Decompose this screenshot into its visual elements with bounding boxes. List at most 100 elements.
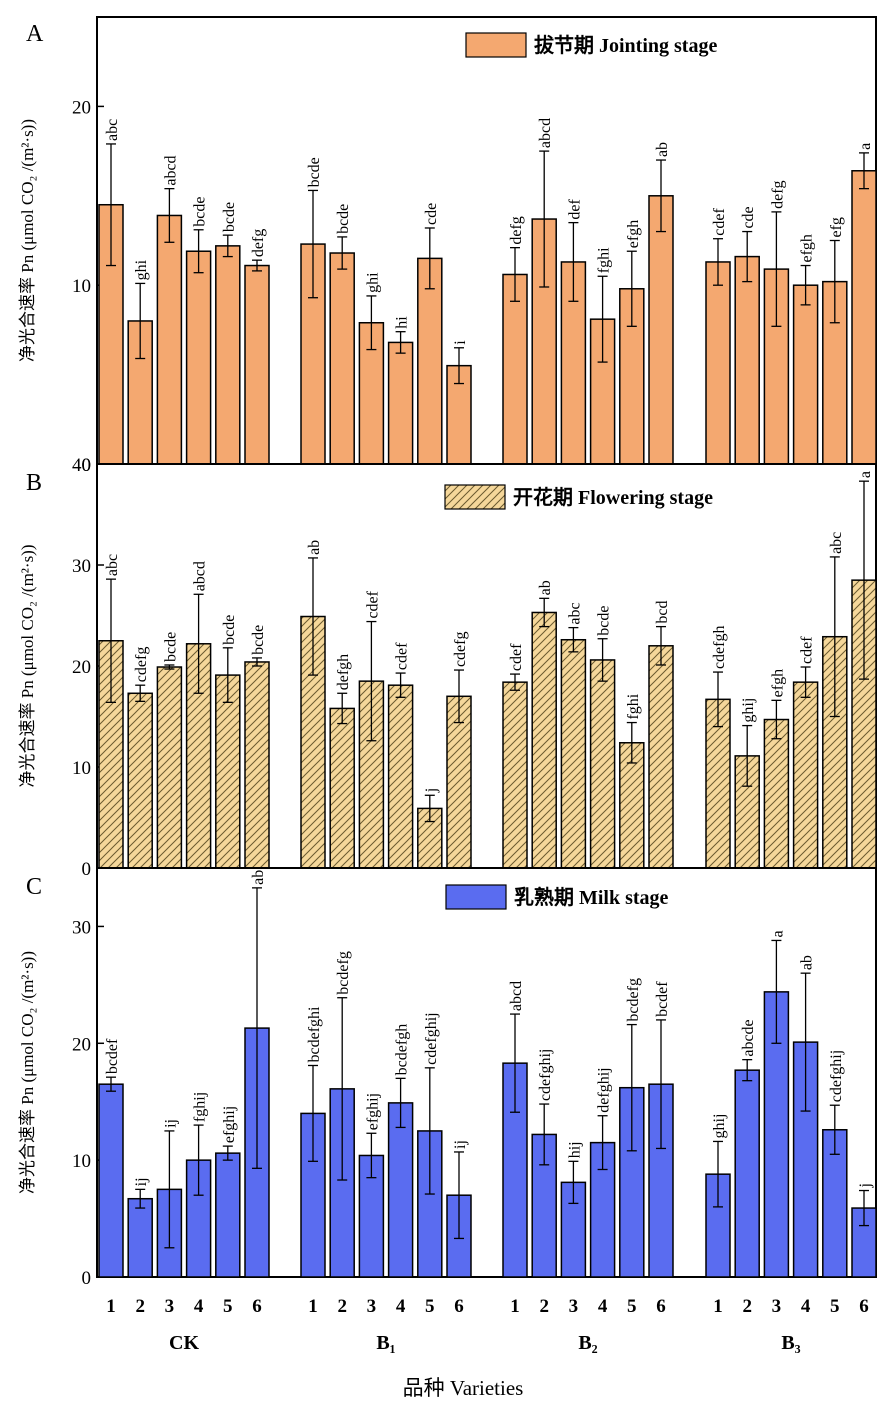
significance-label: ghij	[740, 698, 757, 723]
bar	[156, 666, 183, 869]
y-axis-title: 净光合速率 Pn (μmol CO₂ /(m²·s))	[18, 951, 37, 1194]
x-tick-label: 5	[223, 1296, 233, 1317]
significance-label: j	[423, 788, 440, 793]
panel-letter: B	[26, 470, 42, 496]
x-tick-label: 2	[539, 1296, 549, 1317]
bar	[215, 1152, 241, 1278]
significance-label: defg	[508, 216, 525, 244]
significance-label: efg	[828, 217, 845, 237]
bar	[98, 1083, 124, 1278]
panel-b: 0 10 20 30 40 B 净光合速率 Pn (μmol CO₂ /(m²·s)) 开花期…	[18, 455, 877, 880]
legend-label: 拔节期 Jointing stage	[534, 33, 717, 57]
y-tick-label: 0	[82, 1268, 92, 1289]
bar	[792, 681, 819, 869]
significance-label: a	[857, 471, 874, 478]
legend-label: 开花期 Flowering stage	[513, 486, 713, 509]
significance-label: bcde	[162, 632, 179, 662]
significance-label: abcd	[162, 155, 179, 185]
x-tick-label: 4	[396, 1296, 406, 1317]
significance-label: efgh	[625, 220, 642, 248]
y-tick-label: 30	[72, 556, 91, 577]
significance-label: cdefgh	[711, 626, 728, 670]
bar	[589, 659, 616, 869]
bar	[589, 1141, 616, 1278]
bar	[648, 195, 674, 465]
significance-label: bcde	[306, 157, 323, 187]
x-tick-label: 3	[569, 1296, 579, 1317]
x-tick-label: 3	[367, 1296, 377, 1317]
x-tick-label: 1	[106, 1296, 116, 1317]
group-label: B₃	[781, 1332, 800, 1354]
y-tick-label: 20	[72, 97, 91, 118]
significance-label: abcde	[740, 1019, 757, 1056]
y-tick-label: 20	[72, 657, 91, 678]
significance-label: abc	[104, 554, 121, 576]
significance-label: def	[566, 199, 583, 220]
y-tick-label: 0	[82, 455, 92, 476]
significance-label: bcde	[335, 204, 352, 234]
significance-label: ij	[162, 1119, 179, 1128]
significance-label: abc	[104, 119, 121, 141]
y-tick-label: 0	[82, 859, 92, 880]
bar	[387, 1102, 414, 1278]
significance-label: cdefg	[452, 632, 469, 668]
significance-label: abcd	[537, 118, 554, 148]
significance-label: ij	[452, 1140, 469, 1149]
significance-label: efgh	[799, 234, 816, 262]
significance-label: a	[769, 930, 786, 937]
panel-letter: A	[26, 21, 44, 47]
significance-label: ab	[250, 870, 267, 885]
significance-label: defghij	[596, 1067, 613, 1112]
x-tick-label: 4	[801, 1296, 811, 1317]
y-tick-label: 10	[72, 758, 91, 779]
significance-label: j	[857, 1183, 874, 1188]
x-tick-label: 2	[337, 1296, 347, 1317]
y-axis-title: 净光合速率 Pn (μmol CO₂ /(m²·s))	[18, 544, 37, 787]
bar	[329, 707, 355, 869]
bar	[156, 214, 183, 465]
significance-label: bcde	[221, 202, 238, 232]
x-tick-label: 4	[194, 1296, 204, 1317]
bar	[244, 661, 270, 869]
x-tick-label: 2	[135, 1296, 145, 1317]
x-tick-label: 6	[859, 1296, 869, 1317]
significance-label: bcdef	[654, 981, 671, 1017]
significance-label: ghij	[711, 1114, 728, 1139]
significance-label: bcde	[596, 606, 613, 636]
significance-label: i	[452, 340, 469, 345]
significance-label: bcde	[192, 197, 209, 227]
x-tick-label: 3	[772, 1296, 782, 1317]
y-tick-label: 10	[72, 1151, 91, 1172]
group-label: B₁	[376, 1332, 395, 1354]
bar	[734, 1069, 760, 1278]
x-tick-label: 4	[598, 1296, 608, 1317]
significance-label: cdefghij	[423, 1012, 440, 1064]
plot-frame	[96, 867, 877, 1278]
legend-swatch	[445, 884, 507, 910]
significance-label: fghi	[625, 693, 642, 719]
significance-label: bcdefg	[625, 978, 642, 1022]
significance-label: ab	[654, 142, 671, 157]
group-label: B₂	[578, 1332, 597, 1354]
bar	[502, 273, 528, 465]
x-tick-label: 1	[713, 1296, 723, 1317]
x-tick-label: 5	[627, 1296, 637, 1317]
significance-label: ghi	[133, 259, 150, 280]
bar	[446, 695, 472, 869]
bar	[705, 261, 731, 465]
x-tick-label: 1	[510, 1296, 520, 1317]
significance-label: ab	[799, 955, 816, 970]
x-tick-label: 6	[454, 1296, 464, 1317]
bar	[215, 245, 241, 465]
group-label: CK	[169, 1332, 199, 1354]
significance-label: bcdefghi	[306, 1006, 323, 1063]
bar	[851, 170, 877, 465]
legend-swatch	[465, 32, 527, 58]
significance-label: bcdefg	[335, 951, 352, 995]
bar	[560, 638, 587, 869]
bar	[531, 611, 557, 869]
significance-label: cde	[740, 206, 757, 228]
significance-label: abc	[566, 602, 583, 624]
